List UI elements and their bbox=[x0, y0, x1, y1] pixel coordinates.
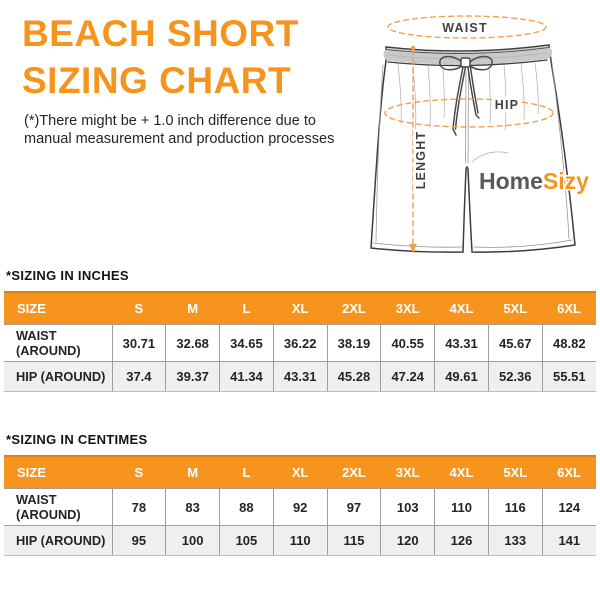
column-header: 5XL bbox=[488, 291, 543, 325]
row-label: HIP (AROUND) bbox=[4, 525, 112, 556]
title-line2: SIZING CHART bbox=[22, 60, 292, 101]
size-value-cell: 105 bbox=[219, 525, 274, 556]
size-value-cell: 48.82 bbox=[541, 324, 596, 362]
table-row: WAIST (AROUND) 30.71 32.68 34.65 36.22 38.19 4… bbox=[4, 324, 596, 362]
column-header: 6XL bbox=[542, 291, 596, 325]
hip-label: HIP bbox=[495, 98, 519, 112]
waist-measure-ellipse bbox=[387, 15, 547, 39]
table-row: HIP (AROUND) 37.4 39.37 41.34 43.31 45.28 47.2… bbox=[4, 361, 596, 392]
size-value-cell: 103 bbox=[380, 488, 435, 526]
size-value-cell: 36.22 bbox=[272, 324, 328, 362]
column-header: 2XL bbox=[327, 455, 381, 489]
size-value-cell: 47.24 bbox=[380, 361, 435, 392]
size-value-cell: 110 bbox=[434, 488, 489, 526]
column-header: 2XL bbox=[327, 291, 381, 325]
size-value-cell: 55.51 bbox=[541, 361, 596, 392]
column-header: 5XL bbox=[488, 455, 543, 489]
shorts-outline bbox=[370, 44, 576, 253]
size-value-cell: 32.68 bbox=[165, 324, 220, 362]
drawstring bbox=[439, 55, 493, 136]
table-title-inches: *SIZING IN INCHES bbox=[6, 268, 129, 283]
size-value-cell: 41.34 bbox=[219, 361, 274, 392]
size-value-cell: 92 bbox=[272, 488, 328, 526]
disclaimer-line1: (*)There might be + 1.0 inch difference … bbox=[24, 113, 316, 129]
column-header: 3XL bbox=[380, 455, 435, 489]
size-value-cell: 40.55 bbox=[380, 324, 435, 362]
header-row: SIZE S M L XL 2XL 3XL 4XL 5XL 6XL bbox=[4, 291, 596, 325]
column-header: XL bbox=[273, 291, 328, 325]
size-value-cell: 43.31 bbox=[272, 361, 328, 392]
row-label: HIP (AROUND) bbox=[4, 361, 112, 392]
page-title: BEACH SHORT SIZING CHART bbox=[22, 10, 299, 104]
size-value-cell: 45.67 bbox=[487, 324, 543, 362]
size-value-cell: 97 bbox=[326, 488, 381, 526]
column-header: M bbox=[165, 291, 220, 325]
size-value-cell: 116 bbox=[487, 488, 543, 526]
size-value-cell: 34.65 bbox=[219, 324, 274, 362]
size-value-cell: 133 bbox=[487, 525, 543, 556]
column-header: M bbox=[165, 455, 220, 489]
sizing-table-inches: SIZE S M L XL 2XL 3XL 4XL 5XL 6XL WAIST (AROUND) 3… bbox=[4, 291, 596, 392]
size-value-cell: 78 bbox=[111, 488, 166, 526]
section-sizing-centimes: *SIZING IN CENTIMES SIZE S M L XL 2XL 3XL 4XL 5X… bbox=[4, 432, 596, 556]
column-header: 3XL bbox=[380, 291, 435, 325]
column-header: 4XL bbox=[434, 291, 489, 325]
waist-label: WAIST bbox=[442, 21, 488, 35]
size-value-cell: 37.4 bbox=[111, 361, 166, 392]
row-label: WAIST (AROUND) bbox=[4, 488, 112, 526]
shorts-line-art: WAIST HIP LENGHT HomeSizy bbox=[370, 15, 591, 253]
sizing-table-centimes: SIZE S M L XL 2XL 3XL 4XL 5XL 6XL WAIST (AROUND) 7… bbox=[4, 455, 596, 556]
table-row: HIP (AROUND) 95 100 105 110 115 120 126 133 141 bbox=[4, 525, 596, 556]
size-value-cell: 88 bbox=[219, 488, 274, 526]
size-value-cell: 124 bbox=[541, 488, 596, 526]
column-header: L bbox=[219, 291, 274, 325]
size-value-cell: 95 bbox=[111, 525, 166, 556]
shorts-illustration: WAIST HIP LENGHT HomeSizy bbox=[368, 2, 598, 270]
table-row: WAIST (AROUND) 78 83 88 92 97 103 110 116 124 bbox=[4, 488, 596, 526]
homesizy-logo: HomeSizy bbox=[479, 168, 589, 194]
disclaimer-line2: manual measurement and production proces… bbox=[24, 130, 335, 147]
logo-home: Home bbox=[479, 168, 543, 194]
column-header: 4XL bbox=[434, 455, 489, 489]
length-label: LENGHT bbox=[414, 131, 428, 190]
length-arrow-icon bbox=[409, 244, 417, 253]
row-label: WAIST (AROUND) bbox=[4, 324, 112, 362]
size-value-cell: 49.61 bbox=[434, 361, 489, 392]
disclaimer-text: (*)There might be + 1.0 inch difference … bbox=[24, 113, 334, 148]
size-value-cell: 120 bbox=[380, 525, 435, 556]
column-header: S bbox=[112, 455, 166, 489]
size-value-cell: 83 bbox=[165, 488, 220, 526]
section-sizing-inches: *SIZING IN INCHES SIZE S M L XL 2XL 3XL 4XL 5XL 6… bbox=[4, 268, 596, 392]
column-header: S bbox=[112, 291, 166, 325]
title-line1: BEACH SHORT bbox=[22, 13, 299, 54]
size-value-cell: 38.19 bbox=[326, 324, 381, 362]
column-header: L bbox=[219, 455, 274, 489]
hip-measure-ellipse bbox=[384, 98, 554, 128]
table-title-centimes: *SIZING IN CENTIMES bbox=[6, 432, 148, 447]
size-value-cell: 43.31 bbox=[434, 324, 489, 362]
column-header: XL bbox=[273, 455, 328, 489]
size-value-cell: 45.28 bbox=[326, 361, 381, 392]
size-value-cell: 110 bbox=[272, 525, 328, 556]
column-header: SIZE bbox=[4, 291, 112, 325]
length-start-dot bbox=[410, 45, 416, 51]
size-value-cell: 115 bbox=[326, 525, 381, 556]
logo-sizy: Sizy bbox=[543, 168, 589, 194]
column-header: 6XL bbox=[542, 455, 596, 489]
size-value-cell: 141 bbox=[541, 525, 596, 556]
size-value-cell: 126 bbox=[434, 525, 489, 556]
size-value-cell: 100 bbox=[165, 525, 220, 556]
header-row: SIZE S M L XL 2XL 3XL 4XL 5XL 6XL bbox=[4, 455, 596, 489]
column-header: SIZE bbox=[4, 455, 112, 489]
size-value-cell: 39.37 bbox=[165, 361, 220, 392]
size-value-cell: 52.36 bbox=[487, 361, 543, 392]
size-value-cell: 30.71 bbox=[111, 324, 166, 362]
